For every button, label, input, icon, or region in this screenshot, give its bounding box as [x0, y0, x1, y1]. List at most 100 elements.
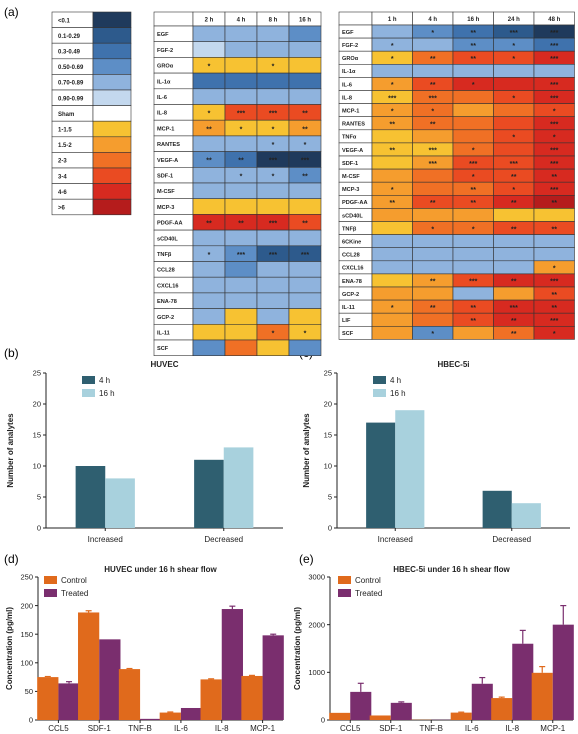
heatmap-cell: [192, 41, 226, 58]
heatmap-significance: **: [390, 148, 396, 155]
heatmap-cell: [452, 129, 494, 144]
legend-swatch: [373, 389, 386, 397]
legend-swatch: [92, 11, 132, 28]
legend-swatch: [82, 389, 95, 397]
heatmap-cell: [412, 312, 454, 327]
heatmap-cell: [224, 323, 258, 341]
heatmap-cell: [412, 208, 454, 222]
heatmap-cell: [371, 168, 413, 183]
heatmap-significance: ***: [550, 187, 558, 194]
heatmap-cell: [371, 155, 413, 170]
heatmap-cell: [224, 308, 258, 325]
heatmap-significance: ***: [550, 43, 558, 50]
y-tick-label: 0: [37, 524, 41, 533]
heatmap-cell: [192, 261, 226, 278]
heatmap-cell: [412, 260, 454, 275]
heatmap-significance: **: [471, 30, 477, 37]
legend-swatch: [92, 167, 132, 184]
heatmap-cell: [371, 325, 413, 340]
heatmap-significance: ***: [550, 161, 558, 168]
y-tick-label: 150: [20, 630, 33, 639]
legend-label: Sham: [58, 112, 74, 118]
bar-control: [241, 675, 263, 720]
heatmap-cell: [493, 142, 535, 157]
heatmap-significance: **: [430, 200, 436, 207]
x-tick-label: CCL5: [48, 724, 69, 733]
heatmap-significance: ***: [301, 252, 309, 259]
y-axis-label: Concentration (pg/ml): [5, 607, 14, 690]
heatmap-cell: [288, 57, 322, 74]
heatmap-significance: ***: [301, 158, 309, 165]
y-tick-label: 3000: [308, 573, 325, 582]
y-tick-label: 25: [324, 369, 332, 378]
chart-huvec-concentration: HUVEC under 16 h shear flow 0 50 100 150 200 2…: [5, 565, 284, 733]
chart-title: HUVEC under 16 h shear flow: [104, 565, 217, 574]
heatmap-cell: [224, 292, 258, 309]
legend-entry: Control: [355, 576, 381, 585]
legend-swatch: [92, 198, 132, 216]
heatmap-row-label: IL-8: [342, 95, 352, 101]
heatmap-row-label: EGF: [157, 32, 169, 38]
bar-control: [159, 712, 181, 720]
heatmap-significance: **: [471, 305, 477, 312]
legend-label: 0.50-0.69: [58, 65, 84, 71]
heatmap-significance: *: [472, 174, 475, 181]
legend-swatch: [92, 27, 132, 44]
heatmap-cell: [256, 41, 290, 58]
heatmap-row-label: MCP-1: [342, 108, 359, 114]
heatmap-row-label: MCP-1: [157, 126, 174, 132]
heatmap-row-label: VEGF-A: [157, 158, 178, 164]
heatmap-cell: [192, 339, 226, 356]
heatmap-significance: ***: [269, 158, 277, 165]
heatmap-cell: [412, 247, 454, 262]
heatmap-cell: [288, 88, 322, 105]
heatmap-significance: ***: [429, 95, 437, 102]
heatmap-cell: [452, 286, 494, 301]
heatmap-significance: *: [208, 111, 211, 118]
legend-entry: 4 h: [390, 376, 401, 385]
heatmap-cell: [412, 129, 454, 144]
heatmap-significance: *: [472, 226, 475, 233]
legend-label: 0.90-0.99: [58, 96, 84, 102]
y-tick-label: 5: [37, 493, 41, 502]
legend-swatch: [82, 376, 95, 384]
heatmap-cell: [493, 247, 535, 262]
heatmap-cell: [412, 37, 454, 52]
y-tick-label: 10: [33, 462, 41, 471]
heatmap-cell: [533, 234, 575, 249]
legend-label: 0.70-0.89: [58, 81, 84, 87]
heatmap-cell: [493, 286, 535, 301]
heatmap-header-blank: [153, 11, 194, 27]
y-tick-label: 1000: [308, 668, 325, 677]
heatmap-cell: [452, 234, 494, 249]
heatmap-significance: **: [238, 158, 244, 165]
heatmap-significance: **: [390, 200, 396, 207]
heatmap-cell: [256, 229, 290, 247]
heatmap-cell: [288, 41, 322, 58]
heatmap-significance: *: [431, 30, 434, 37]
heatmap-cell: [412, 286, 454, 301]
heatmap-cell: [256, 261, 290, 278]
heatmap-significance: *: [431, 331, 434, 338]
y-tick-label: 20: [33, 400, 41, 409]
heatmap-cell: [224, 135, 258, 152]
heatmap-row-label: CXCL16: [342, 266, 363, 272]
heatmap-cell: [452, 247, 494, 262]
heatmap-significance: ***: [510, 305, 518, 312]
bar-treated: [140, 718, 162, 720]
heatmap-significance: ***: [550, 56, 558, 63]
y-axis-label: Number of analytes: [6, 413, 15, 488]
x-tick-label: IL-6: [174, 724, 188, 733]
y-tick-label: 2000: [308, 620, 325, 629]
heatmap-significance: *: [472, 148, 475, 155]
heatmap-cell: [371, 64, 413, 78]
heatmap-cell: [371, 129, 413, 144]
heatmap-column-label: 16 h: [467, 17, 479, 23]
heatmap-row-label: GCP-2: [342, 292, 359, 298]
bar-treated: [58, 683, 80, 720]
heatmap-row-label: SCF: [342, 331, 354, 337]
heatmap-row-label: CCL28: [157, 268, 175, 274]
heatmap-significance: *: [391, 82, 394, 89]
x-tick-label: MCP-1: [250, 724, 275, 733]
